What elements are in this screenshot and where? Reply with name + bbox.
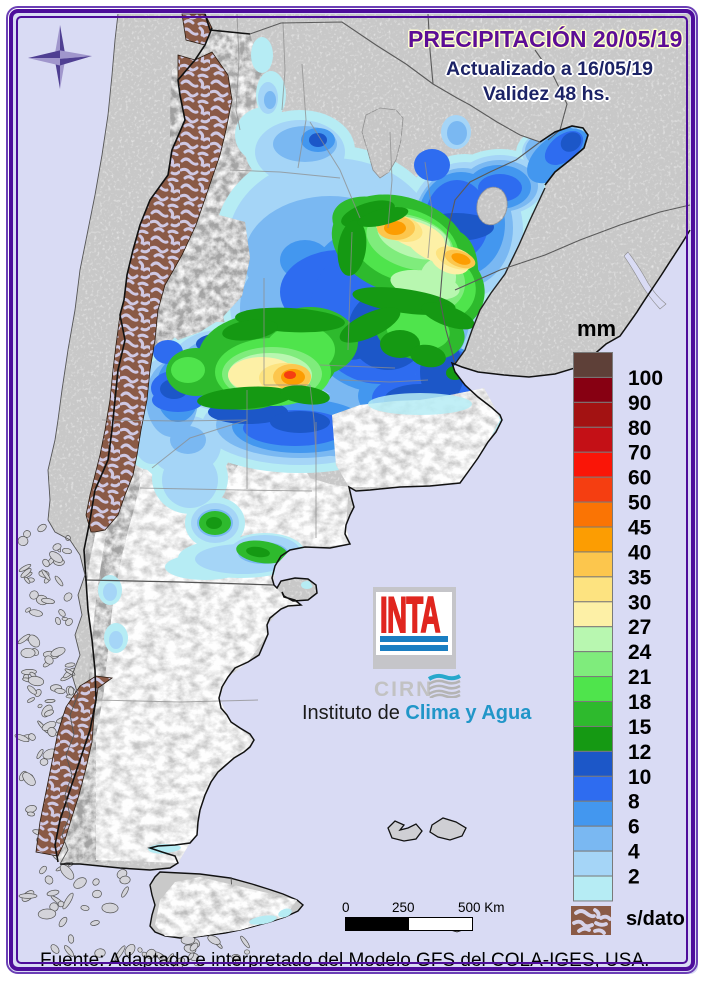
svg-text:12: 12 xyxy=(628,741,651,764)
svg-text:6: 6 xyxy=(628,816,640,839)
svg-text:60: 60 xyxy=(628,467,651,490)
svg-text:100: 100 xyxy=(628,367,663,390)
svg-text:8: 8 xyxy=(628,791,640,814)
svg-text:27: 27 xyxy=(628,616,651,639)
svg-text:4: 4 xyxy=(628,841,640,864)
svg-text:INTA: INTA xyxy=(380,587,440,643)
svg-text:70: 70 xyxy=(628,442,651,465)
svg-text:45: 45 xyxy=(628,517,652,540)
svg-text:35: 35 xyxy=(628,566,652,589)
svg-text:30: 30 xyxy=(628,591,651,614)
svg-text:90: 90 xyxy=(628,392,651,415)
svg-text:24: 24 xyxy=(628,641,652,664)
svg-text:50: 50 xyxy=(628,492,651,515)
svg-text:15: 15 xyxy=(628,716,652,739)
svg-text:18: 18 xyxy=(628,691,652,714)
svg-text:80: 80 xyxy=(628,417,651,440)
svg-text:2: 2 xyxy=(628,866,640,889)
svg-text:10: 10 xyxy=(628,766,651,789)
svg-text:21: 21 xyxy=(628,666,652,689)
svg-text:40: 40 xyxy=(628,541,651,564)
